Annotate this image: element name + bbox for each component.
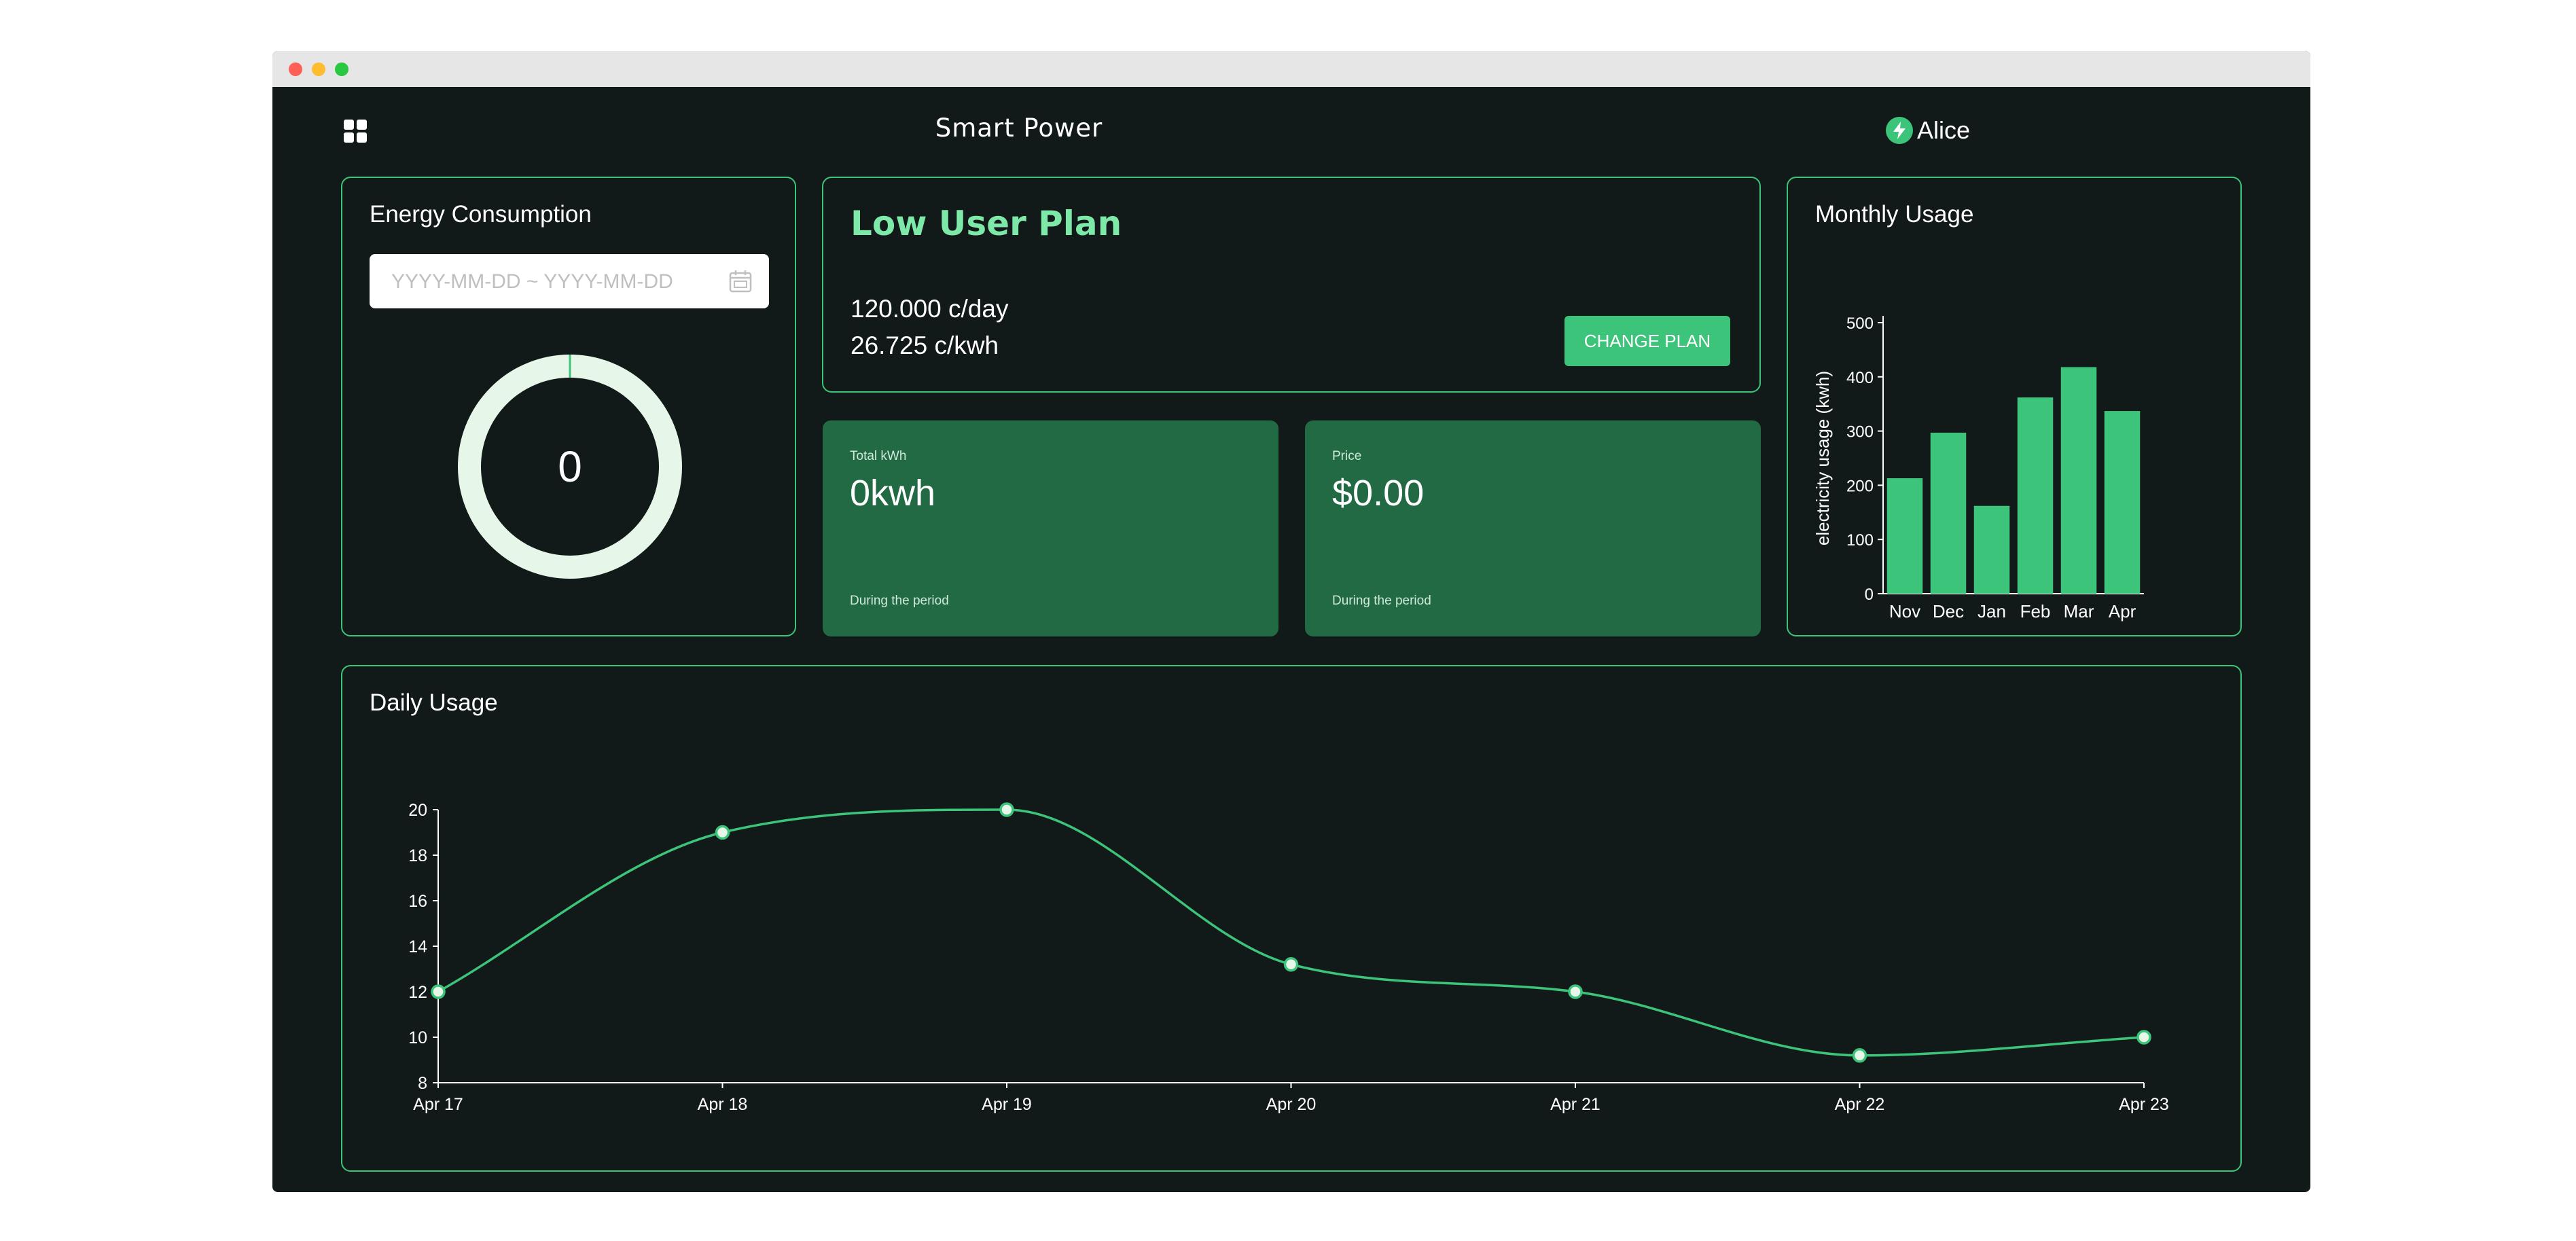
bar	[1973, 505, 2010, 594]
x-tick-label: Apr 17	[413, 1095, 463, 1114]
x-tick-label: Feb	[2020, 601, 2051, 622]
daily-rate: 120.000 c/day	[851, 295, 1009, 323]
daily-usage-title: Daily Usage	[370, 689, 498, 716]
price-value: $0.00	[1332, 473, 1425, 514]
x-tick-label: Apr 23	[2119, 1095, 2169, 1114]
y-tick-label: 8	[418, 1074, 427, 1093]
monthly-usage-card: Monthly Usage 0 100 200 300 400 500 Nov Dec Jan F…	[1787, 177, 2242, 636]
x-tick-label: Apr 22	[1835, 1095, 1885, 1114]
energy-consumption-card: Energy Consumption YYYY-MM-DD ~ YYYY-MM-…	[341, 177, 796, 636]
price-tile: Price $0.00 During the period	[1305, 420, 1761, 636]
x-tick-label: Mar	[2064, 601, 2094, 622]
y-tick-label: 100	[1846, 531, 1874, 550]
y-tick-label: 200	[1846, 477, 1874, 495]
change-plan-button[interactable]: CHANGE PLAN	[1564, 316, 1730, 366]
window-titlebar	[272, 51, 2310, 87]
daily-usage-card: Daily Usage 8 10 12 14 16 18 20 Apr 17 Apr 18 Apr…	[341, 665, 2242, 1172]
monthly-usage-chart: 0 100 200 300 400 500 Nov Dec Jan Feb Mar Apr electr…	[1812, 314, 2144, 622]
date-range-placeholder: YYYY-MM-DD ~ YYYY-MM-DD	[391, 270, 673, 293]
x-tick-label: Apr 20	[1266, 1095, 1317, 1114]
grid-menu-icon[interactable]	[344, 120, 367, 143]
x-tick-label: Apr 19	[982, 1095, 1032, 1114]
bar	[1886, 478, 1923, 594]
plan-name: Low User Plan	[851, 204, 1122, 243]
bar	[2104, 411, 2141, 594]
close-window-button[interactable]	[289, 62, 302, 76]
user-menu[interactable]: Alice	[1886, 115, 1970, 145]
price-footnote: During the period	[1332, 594, 1431, 608]
total-kwh-label: Total kWh	[850, 449, 907, 463]
user-name: Alice	[1917, 116, 1971, 144]
daily-usage-line	[437, 808, 2145, 1057]
data-point	[715, 825, 730, 840]
y-tick-label: 0	[1865, 586, 1874, 604]
date-range-input[interactable]: YYYY-MM-DD ~ YYYY-MM-DD	[370, 254, 769, 308]
minimize-window-button[interactable]	[312, 62, 325, 76]
y-tick-label: 300	[1846, 423, 1874, 442]
lightning-icon	[1886, 117, 1913, 144]
kwh-rate: 26.725 c/kwh	[851, 331, 999, 359]
y-tick-label: 18	[408, 846, 427, 865]
monthly-usage-title: Monthly Usage	[1815, 201, 1974, 228]
app-title: Smart Power	[935, 113, 1103, 143]
bar	[2017, 397, 2054, 594]
y-tick-label: 500	[1846, 314, 1874, 333]
y-tick-label: 16	[408, 892, 427, 911]
y-tick-label: 10	[408, 1028, 427, 1047]
data-point	[1852, 1048, 1867, 1063]
x-tick-label: Jan	[1978, 601, 2006, 622]
bar	[1930, 432, 1967, 594]
data-point	[2136, 1030, 2151, 1045]
x-tick-label: Apr	[2109, 601, 2136, 622]
bar	[2060, 367, 2097, 594]
total-kwh-value: 0kwh	[850, 473, 936, 514]
data-point	[1568, 984, 1583, 999]
x-tick-label: Nov	[1889, 601, 1920, 622]
energy-consumption-title: Energy Consumption	[370, 201, 592, 228]
x-tick-label: Apr 21	[1550, 1095, 1600, 1114]
price-label: Price	[1332, 449, 1362, 463]
gauge-value: 0	[558, 442, 582, 491]
maximize-window-button[interactable]	[335, 62, 348, 76]
data-point	[431, 984, 446, 999]
y-tick-label: 400	[1846, 369, 1874, 387]
plan-card: Low User Plan 120.000 c/day 26.725 c/kwh…	[822, 177, 1761, 393]
daily-usage-chart: 8 10 12 14 16 18 20 Apr 17 Apr 18 Apr 19 Apr 20 Apr…	[408, 801, 2169, 1114]
x-tick-label: Dec	[1933, 601, 1964, 622]
y-axis-label: electricity usage (kwh)	[1812, 371, 1833, 545]
y-tick-label: 12	[408, 983, 427, 1002]
y-tick-label: 20	[408, 801, 427, 820]
consumption-gauge	[458, 355, 682, 579]
total-kwh-footnote: During the period	[850, 594, 949, 608]
y-tick-label: 14	[408, 937, 427, 956]
x-tick-label: Apr 18	[698, 1095, 748, 1114]
data-point	[999, 802, 1014, 817]
data-point	[1283, 957, 1299, 972]
total-kwh-tile: Total kWh 0kwh During the period	[823, 420, 1278, 636]
calendar-icon[interactable]	[728, 269, 753, 293]
